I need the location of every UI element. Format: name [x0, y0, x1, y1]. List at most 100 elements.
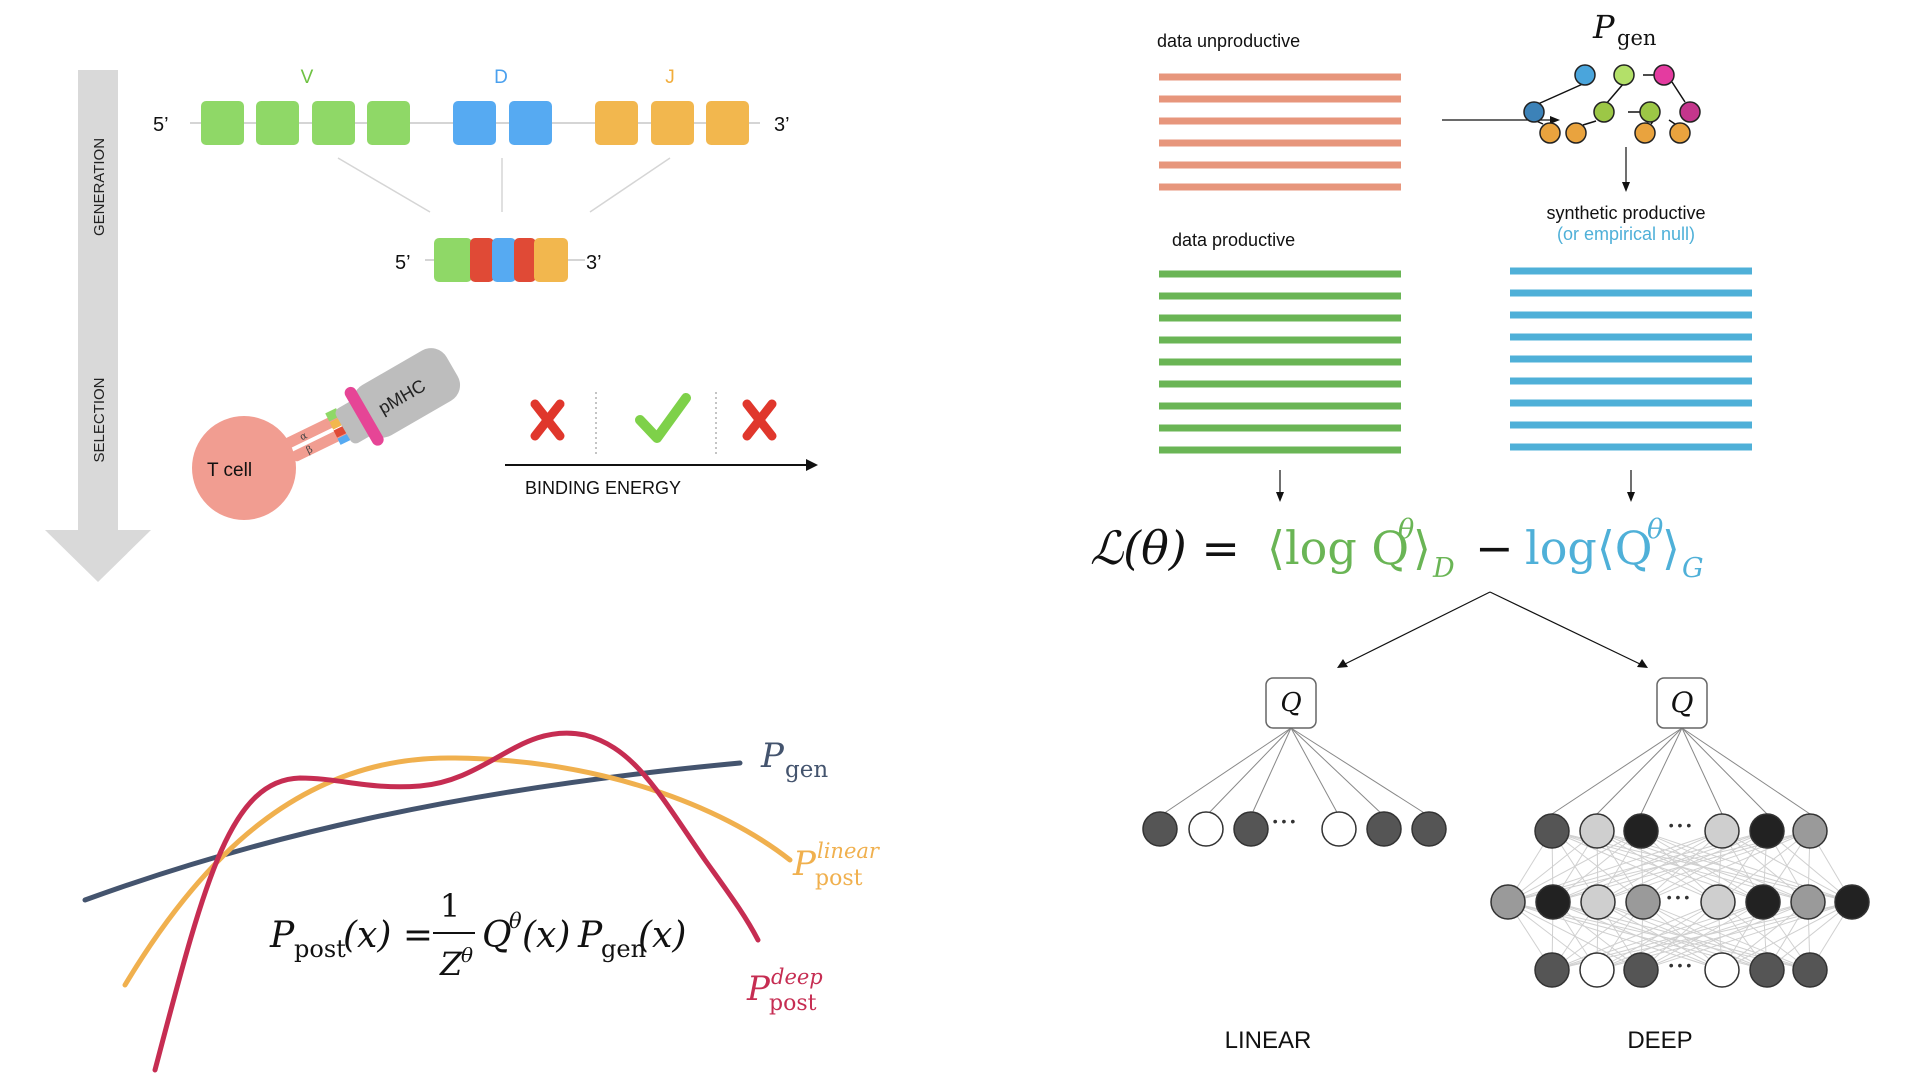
linear-input-node-5	[1366, 811, 1402, 847]
deep-edge-12-3-6	[1640, 830, 1764, 903]
linear-q-label: Q	[1280, 688, 1301, 718]
deep-edge-23-5-6	[1717, 901, 1811, 971]
eq-frac-den: Z	[439, 945, 463, 983]
deep-edge-top-1	[1551, 727, 1683, 815]
linear-posterior-curve	[122, 755, 793, 988]
v-gene-3	[312, 101, 355, 145]
eq-lhs-arg: (x) =	[343, 915, 433, 956]
loss-term2-close: ⟩	[1662, 521, 1680, 575]
generation-selection-panel: GENERATION SELECTION 5’ 3’ V D J 5’ 3’	[45, 67, 818, 582]
eq-frac-num: 1	[440, 887, 460, 925]
deep-hidden1-node-4	[1704, 813, 1740, 849]
deep-edge-12-1-5	[1551, 830, 1719, 903]
recombined-v	[434, 238, 472, 282]
deep-q-node: Q	[1656, 677, 1708, 729]
deep-posterior-label-sup: deep	[771, 965, 823, 989]
deep-edge-top-6	[1681, 727, 1811, 815]
eq-p: P	[577, 915, 603, 956]
deep-hidden2-node-5	[1700, 884, 1736, 920]
d-gene-2	[509, 101, 552, 145]
unproductive-sequences	[1159, 73, 1401, 191]
linear-ellipsis: • • •	[1273, 813, 1296, 829]
loss-term1-sup: θ	[1398, 514, 1414, 545]
recombined-d	[492, 238, 516, 282]
linear-posterior-label-sub: post	[815, 866, 863, 891]
tcell-label: T cell	[207, 460, 252, 481]
deep-hidden1-node-3	[1623, 813, 1659, 849]
v-gene-1	[201, 101, 244, 145]
deep-label: DEEP	[1627, 1027, 1692, 1054]
deep-edge-top-5	[1681, 727, 1768, 815]
deep-input-node-2	[1579, 952, 1615, 988]
posterior-equation: P post (x) = 1 Z θ Q θ (x) P gen (x)	[269, 887, 686, 983]
loss-lhs: ℒ(θ) =	[1090, 521, 1240, 575]
linear-edge-5	[1290, 727, 1385, 817]
tcell-receptor-complex: T cell α β pMHC	[192, 348, 461, 520]
peptide	[344, 386, 384, 446]
deep-edge-12-2-1	[1507, 830, 1598, 903]
recombined-insert-1	[470, 238, 494, 282]
check-icon	[635, 393, 691, 443]
deep-hidden2-node-4	[1625, 884, 1661, 920]
deep-input-node-5	[1749, 952, 1785, 988]
deep-edge-23-7-4	[1721, 901, 1809, 971]
pgen-model-title-main: P	[1592, 8, 1615, 46]
d-segment-letter: D	[494, 67, 508, 88]
deep-input-node-1	[1534, 952, 1570, 988]
recombined-gene: 5’ 3’	[395, 238, 602, 282]
deep-input-node-6	[1792, 952, 1828, 988]
deep-q-label: Q	[1671, 686, 1694, 719]
loss-function: ℒ(θ) = ⟨log Q θ ⟩ D − log⟨Q θ ⟩ G	[1090, 514, 1704, 584]
deep-edge-top-3	[1640, 727, 1683, 815]
j-gene-1	[595, 101, 638, 145]
cross-icon-low	[530, 399, 565, 441]
eq-frac-den-sup: θ	[461, 943, 473, 967]
eq-q-arg: (x)	[522, 915, 570, 956]
recombined-five-prime: 5’	[395, 252, 411, 274]
pgen-model-graph	[1523, 64, 1701, 144]
deep-hidden1-node-5	[1749, 813, 1785, 849]
loss-term2-sup: θ	[1647, 514, 1663, 545]
deep-posterior-label-main: P	[746, 969, 771, 1009]
recombined-j	[534, 238, 568, 282]
deep-edge-12-3-2	[1552, 830, 1642, 903]
deep-hidden2-node-3	[1580, 884, 1616, 920]
deep-edge-23-5-1	[1551, 901, 1719, 971]
v-segment-letter: V	[301, 67, 314, 88]
pmhc	[353, 348, 461, 438]
linear-posterior-label: P linear post	[792, 839, 881, 891]
gene-locus: 5’ 3’ V D J	[153, 67, 790, 213]
loss-minus: −	[1475, 521, 1514, 575]
eq-lhs-sub: post	[294, 935, 346, 963]
deep-input-node-3	[1623, 952, 1659, 988]
deep-hidden1-node-1	[1534, 813, 1570, 849]
deep-edge-23-4-6	[1642, 901, 1811, 971]
generation-label: GENERATION	[91, 138, 108, 236]
deep-posterior-label: P deep post	[746, 965, 823, 1016]
v-gene-segments	[201, 101, 410, 145]
deep-edge-23-8-5	[1766, 901, 1853, 971]
deep-edge-23-4-5	[1642, 901, 1768, 971]
deep-edge-23-4-1	[1551, 901, 1644, 971]
empirical-null-label: (or empirical null)	[1557, 224, 1695, 244]
data-unproductive-label: data unproductive	[1157, 31, 1300, 51]
deep-edge-top-4	[1681, 727, 1723, 815]
linear-input-node-2	[1188, 811, 1224, 847]
linear-input-node-6	[1411, 811, 1447, 847]
deep-hidden1-node-6	[1792, 813, 1828, 849]
deep-input-node-4	[1704, 952, 1740, 988]
deep-network: Q • • • • • • • • • DEEP	[1490, 677, 1870, 1054]
pgen-curve-label: P gen	[760, 736, 828, 783]
loss-term2-sub: G	[1682, 553, 1704, 584]
deep-network-nodes	[1490, 813, 1870, 988]
eq-q-sup: θ	[509, 909, 522, 933]
tcell	[192, 416, 296, 520]
synthetic-sequences	[1510, 267, 1752, 451]
deep-network-edges	[1507, 727, 1853, 971]
j-gene-segments	[595, 101, 749, 145]
deep-posterior-curve	[152, 730, 761, 1073]
cross-icon-high	[742, 399, 777, 441]
pgen-curve	[82, 760, 743, 903]
linear-posterior-label-main: P	[792, 844, 817, 884]
